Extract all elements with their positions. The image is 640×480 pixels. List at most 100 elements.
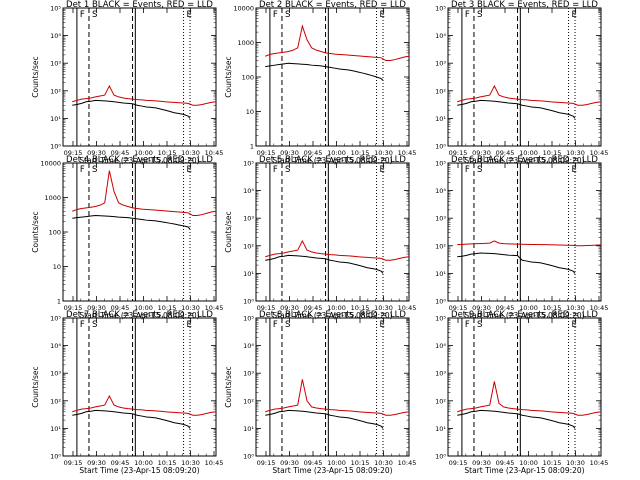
lld-series-line — [457, 381, 602, 416]
region-label-s: S — [285, 10, 290, 20]
y-tick-label: 10² — [50, 397, 61, 405]
y-tick-label: 10⁴ — [243, 187, 254, 195]
plot-frame — [255, 162, 410, 302]
x-tick-label: 09:30 — [472, 459, 491, 467]
x-tick-label: 09:45 — [304, 304, 323, 312]
region-label-e: E — [380, 320, 385, 330]
x-tick-label: 10:45 — [205, 304, 224, 312]
x-tick-label: 10:15 — [158, 149, 177, 157]
region-label-f: F — [465, 165, 470, 175]
y-tick-label: 10¹ — [243, 270, 254, 278]
events-series-line — [72, 215, 191, 230]
y-tick-label: 10⁵ — [243, 315, 254, 323]
y-tick-label: 10⁰ — [50, 453, 61, 461]
y-tick-label: 10000 — [233, 5, 254, 13]
y-tick-label: 10³ — [435, 370, 446, 378]
region-label-s: S — [285, 165, 290, 175]
x-tick-label: 09:30 — [472, 149, 491, 157]
y-tick-label: 10² — [435, 242, 446, 250]
panel-title: Det 6 BLACK = Events, RED = LLD — [451, 155, 598, 165]
lld-series-line — [265, 24, 410, 62]
region-label-s: S — [92, 320, 97, 330]
y-tick-label: 10⁵ — [435, 315, 446, 323]
y-tick-label: 10⁵ — [435, 5, 446, 13]
x-tick-label: 09:45 — [304, 459, 323, 467]
x-axis-label: Start Time (23-Apr-15 08:09:20) — [464, 466, 584, 475]
x-tick-label: 10:45 — [590, 459, 609, 467]
plot-frame — [447, 317, 602, 457]
y-tick-label: 10² — [435, 87, 446, 95]
region-label-f: F — [465, 320, 470, 330]
panel-title: Det 7 BLACK = Events, RED = LLD — [66, 310, 213, 320]
x-axis-label: Start Time (23-Apr-15 08:09:20) — [272, 466, 392, 475]
x-tick-label: 10:00 — [327, 304, 346, 312]
x-tick-label: 10:00 — [134, 459, 153, 467]
y-tick-label: 10 — [246, 108, 254, 116]
y-tick-label: 10³ — [435, 215, 446, 223]
x-axis-label: Start Time (23-Apr-15 08:09:20) — [272, 311, 392, 320]
panel-9: Det 9 BLACK = Events, RED = LLD 10⁰ 10¹ 10²… — [435, 310, 608, 475]
x-tick-label: 10:30 — [566, 149, 585, 157]
panel-title: Det 1 BLACK = Events, RED = LLD — [66, 0, 213, 10]
y-tick-label: 10⁴ — [243, 342, 254, 350]
y-tick-label: 10⁰ — [50, 143, 61, 151]
y-tick-label: 10⁰ — [435, 143, 446, 151]
x-tick-label: 10:15 — [351, 459, 370, 467]
region-label-f: F — [465, 10, 470, 20]
y-tick-label: 10¹ — [50, 425, 61, 433]
events-series-line — [457, 409, 576, 429]
y-axis-label: Counts/sec — [224, 366, 233, 407]
lld-series-line — [72, 394, 217, 416]
y-tick-label: 1000 — [237, 39, 254, 47]
x-tick-label: 09:15 — [64, 304, 83, 312]
x-tick-label: 10:15 — [351, 304, 370, 312]
region-label-f: F — [273, 165, 278, 175]
x-tick-label: 09:30 — [472, 304, 491, 312]
panel-1: Det 1 BLACK = Events, RED = LLD 10⁰ 10¹ 10²… — [31, 0, 223, 165]
y-tick-label: 10⁰ — [435, 453, 446, 461]
x-tick-label: 10:30 — [374, 149, 393, 157]
y-tick-label: 10³ — [50, 370, 61, 378]
x-tick-label: 09:30 — [280, 459, 299, 467]
x-tick-label: 10:30 — [566, 304, 585, 312]
x-tick-label: 10:45 — [398, 304, 417, 312]
x-tick-label: 10:00 — [134, 304, 153, 312]
x-tick-label: 10:15 — [158, 304, 177, 312]
x-tick-label: 09:45 — [496, 459, 515, 467]
x-tick-label: 09:15 — [64, 149, 83, 157]
y-tick-label: 10⁴ — [435, 32, 446, 40]
x-tick-label: 09:15 — [257, 304, 276, 312]
y-tick-label: 10³ — [243, 370, 254, 378]
x-tick-label: 10:30 — [181, 304, 200, 312]
x-tick-label: 10:45 — [205, 459, 224, 467]
x-axis-label: Start Time (23-Apr-15 08:09:20) — [464, 311, 584, 320]
region-label-s: S — [285, 320, 290, 330]
plot-frame — [62, 317, 217, 457]
x-tick-label: 09:15 — [449, 149, 468, 157]
x-tick-label: 09:15 — [257, 149, 276, 157]
lld-series-line — [265, 379, 410, 416]
x-axis-label: Start Time (23-Apr-15 08:09:20) — [464, 156, 584, 165]
region-label-s: S — [92, 10, 97, 20]
region-label-s: S — [92, 165, 97, 175]
panel-4: Det 4 BLACK = Events, RED = LLD 1 10 100 100… — [31, 155, 223, 320]
panel-title: Det 8 BLACK = Events, RED = LLD — [259, 310, 406, 320]
x-tick-label: 09:45 — [111, 304, 130, 312]
y-tick-label: 100 — [49, 229, 61, 237]
y-tick-label: 10² — [243, 397, 254, 405]
x-tick-label: 09:15 — [257, 459, 276, 467]
x-tick-label: 09:45 — [304, 149, 323, 157]
panel-3: Det 3 BLACK = Events, RED = LLD 10⁰ 10¹ 10²… — [435, 0, 608, 165]
x-tick-label: 10:00 — [519, 459, 538, 467]
y-tick-label: 10¹ — [243, 425, 254, 433]
region-label-e: E — [380, 10, 385, 20]
x-axis-label: Start Time (23-Apr-15 08:09:20) — [272, 156, 392, 165]
y-axis-label: Counts/sec — [31, 366, 40, 407]
x-tick-label: 09:15 — [64, 459, 83, 467]
region-label-e: E — [187, 165, 192, 175]
y-tick-label: 10⁵ — [435, 160, 446, 168]
lld-series-line — [72, 84, 217, 106]
x-tick-label: 10:45 — [590, 149, 609, 157]
lld-series-line — [457, 240, 602, 247]
